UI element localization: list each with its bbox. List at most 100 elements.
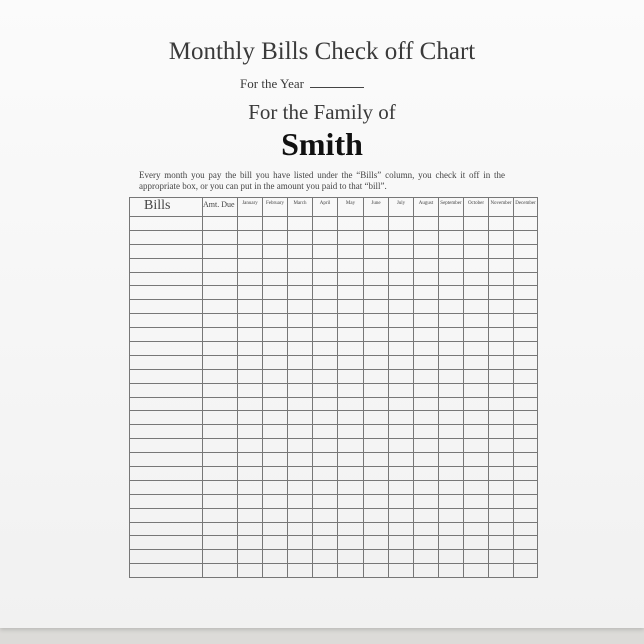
table-cell[interactable]: [388, 521, 414, 537]
table-cell[interactable]: [463, 368, 489, 384]
table-cell[interactable]: [388, 299, 414, 315]
table-cell[interactable]: [438, 452, 464, 468]
table-cell[interactable]: [488, 271, 514, 287]
table-cell[interactable]: [129, 229, 203, 245]
table-cell[interactable]: [463, 410, 489, 426]
table-cell[interactable]: [262, 452, 288, 468]
table-cell[interactable]: [312, 243, 338, 259]
table-cell[interactable]: [513, 382, 538, 398]
table-cell[interactable]: [413, 466, 439, 481]
table-cell[interactable]: [312, 382, 338, 398]
table-cell[interactable]: [202, 229, 238, 245]
table-cell[interactable]: [129, 479, 203, 495]
table-cell[interactable]: [463, 285, 489, 301]
table-cell[interactable]: [363, 410, 389, 426]
table-cell[interactable]: [202, 507, 238, 523]
table-cell[interactable]: [513, 563, 538, 579]
table-cell[interactable]: [129, 285, 203, 301]
table-cell[interactable]: [129, 549, 203, 565]
table-cell[interactable]: [287, 285, 313, 301]
table-cell[interactable]: [312, 521, 338, 537]
table-cell[interactable]: [488, 493, 514, 509]
table-cell[interactable]: [337, 216, 364, 231]
table-cell[interactable]: [237, 341, 263, 356]
table-cell[interactable]: [202, 257, 238, 273]
table-cell[interactable]: [388, 452, 414, 468]
table-cell[interactable]: [237, 549, 263, 565]
table-cell[interactable]: [513, 466, 538, 481]
table-cell[interactable]: [488, 535, 514, 551]
table-cell[interactable]: [312, 424, 338, 440]
table-cell[interactable]: [363, 229, 389, 245]
table-cell[interactable]: [388, 313, 414, 329]
table-cell[interactable]: [413, 216, 439, 231]
table-cell[interactable]: [202, 438, 238, 454]
table-cell[interactable]: [202, 466, 238, 481]
table-cell[interactable]: [287, 424, 313, 440]
table-cell[interactable]: [388, 216, 414, 231]
table-cell[interactable]: [337, 410, 364, 426]
table-cell[interactable]: [237, 438, 263, 454]
table-cell[interactable]: [438, 410, 464, 426]
table-cell[interactable]: [413, 535, 439, 551]
table-cell[interactable]: [363, 341, 389, 356]
table-cell[interactable]: [202, 521, 238, 537]
table-cell[interactable]: [363, 549, 389, 565]
table-cell[interactable]: [337, 229, 364, 245]
table-cell[interactable]: [463, 521, 489, 537]
table-cell[interactable]: [237, 396, 263, 412]
table-cell[interactable]: [337, 507, 364, 523]
table-cell[interactable]: [463, 466, 489, 481]
table-cell[interactable]: [262, 479, 288, 495]
table-cell[interactable]: [312, 438, 338, 454]
table-cell[interactable]: [363, 382, 389, 398]
table-cell[interactable]: [202, 354, 238, 370]
table-cell[interactable]: [413, 341, 439, 356]
table-cell[interactable]: [488, 563, 514, 579]
table-cell[interactable]: [463, 479, 489, 495]
table-cell[interactable]: [262, 382, 288, 398]
table-cell[interactable]: [287, 493, 313, 509]
table-cell[interactable]: [488, 479, 514, 495]
table-cell[interactable]: [337, 313, 364, 329]
table-cell[interactable]: [463, 424, 489, 440]
table-cell[interactable]: [202, 493, 238, 509]
table-cell[interactable]: [202, 313, 238, 329]
table-cell[interactable]: [202, 243, 238, 259]
table-cell[interactable]: [463, 438, 489, 454]
table-cell[interactable]: [488, 327, 514, 343]
table-cell[interactable]: [262, 493, 288, 509]
table-cell[interactable]: [463, 452, 489, 468]
table-cell[interactable]: [513, 410, 538, 426]
table-cell[interactable]: [129, 257, 203, 273]
table-cell[interactable]: [463, 299, 489, 315]
table-cell[interactable]: [488, 313, 514, 329]
table-cell[interactable]: [363, 466, 389, 481]
table-cell[interactable]: [413, 327, 439, 343]
table-cell[interactable]: [438, 438, 464, 454]
table-cell[interactable]: [129, 493, 203, 509]
table-cell[interactable]: [312, 479, 338, 495]
table-cell[interactable]: [513, 521, 538, 537]
table-cell[interactable]: [463, 507, 489, 523]
table-cell[interactable]: [488, 257, 514, 273]
table-cell[interactable]: [237, 229, 263, 245]
table-cell[interactable]: [202, 396, 238, 412]
table-cell[interactable]: [438, 479, 464, 495]
table-cell[interactable]: [413, 438, 439, 454]
table-cell[interactable]: [237, 257, 263, 273]
table-cell[interactable]: [312, 271, 338, 287]
table-cell[interactable]: [413, 521, 439, 537]
table-cell[interactable]: [463, 535, 489, 551]
table-cell[interactable]: [488, 507, 514, 523]
table-cell[interactable]: [488, 299, 514, 315]
table-cell[interactable]: [287, 216, 313, 231]
table-cell[interactable]: [262, 521, 288, 537]
table-cell[interactable]: [337, 285, 364, 301]
table-cell[interactable]: [488, 285, 514, 301]
table-cell[interactable]: [513, 299, 538, 315]
table-cell[interactable]: [513, 549, 538, 565]
table-cell[interactable]: [312, 285, 338, 301]
table-cell[interactable]: [388, 382, 414, 398]
table-cell[interactable]: [363, 299, 389, 315]
